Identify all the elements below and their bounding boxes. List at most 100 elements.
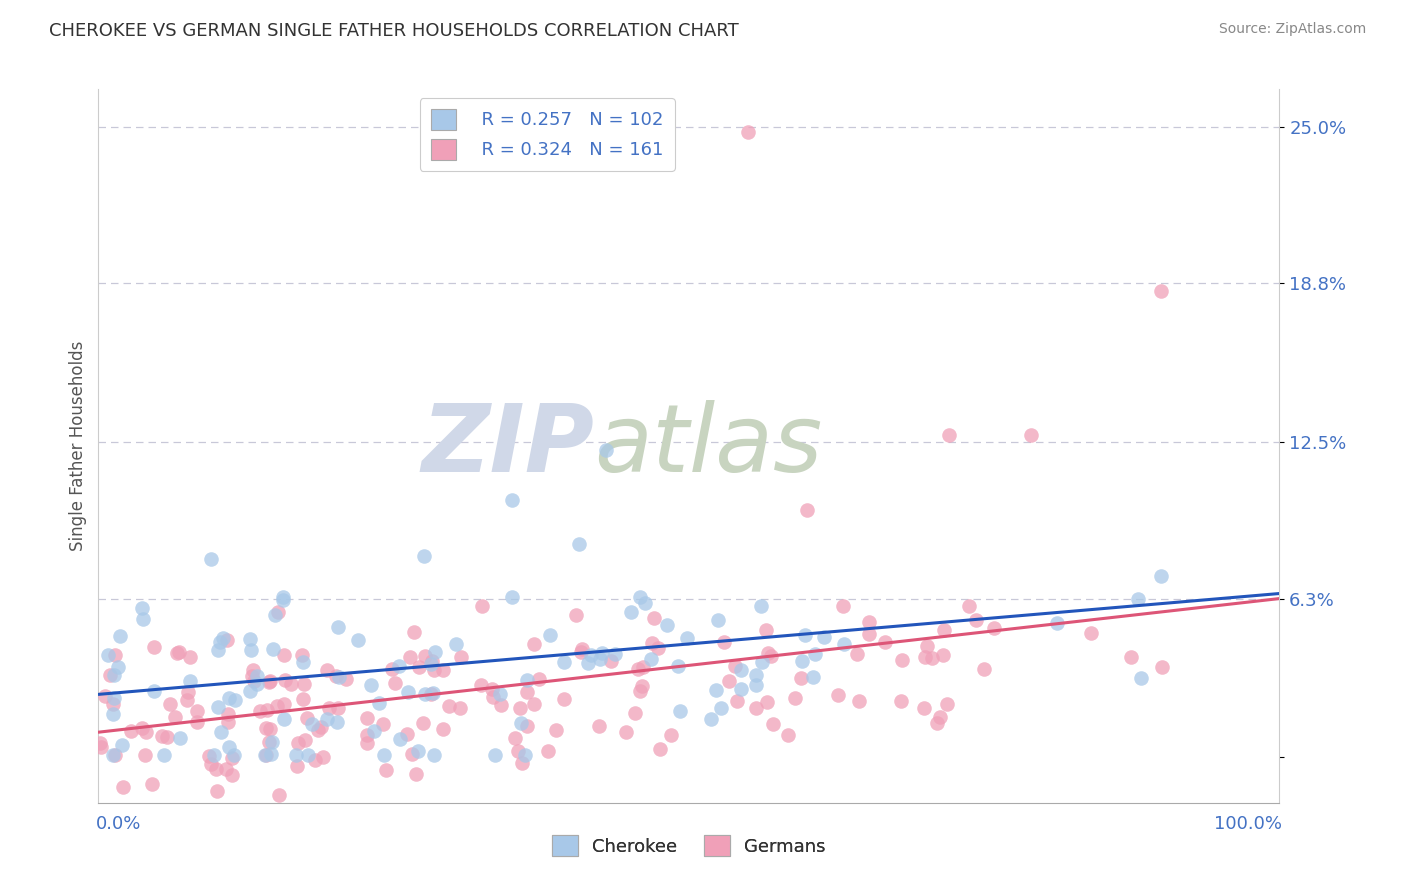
Point	[707, 614, 730, 628]
Point	[408, 660, 430, 674]
Point	[827, 688, 849, 702]
Point	[101, 747, 124, 762]
Point	[215, 633, 238, 648]
Point	[356, 711, 378, 725]
Point	[186, 715, 208, 730]
Point	[1152, 660, 1174, 674]
Point	[422, 686, 444, 700]
Point	[243, 674, 266, 689]
Point	[755, 623, 778, 637]
Point	[97, 648, 120, 663]
Point	[576, 656, 599, 670]
Point	[131, 600, 153, 615]
Point	[914, 649, 936, 664]
Point	[912, 701, 935, 715]
Point	[700, 712, 723, 726]
Point	[134, 748, 156, 763]
Point	[588, 719, 610, 733]
Point	[762, 717, 785, 731]
Point	[628, 683, 651, 698]
Point	[389, 731, 412, 746]
Point	[257, 735, 280, 749]
Point	[675, 631, 697, 645]
Point	[166, 646, 188, 660]
Point	[177, 685, 200, 699]
Point	[267, 789, 290, 803]
Point	[297, 711, 319, 725]
Point	[90, 739, 112, 754]
Point	[423, 644, 446, 658]
Point	[756, 695, 779, 709]
Point	[103, 697, 125, 711]
Point	[363, 723, 385, 738]
Point	[103, 668, 125, 682]
Point	[793, 628, 815, 642]
Point	[553, 692, 575, 706]
Point	[848, 694, 870, 708]
Point	[209, 724, 232, 739]
Point	[198, 748, 221, 763]
Point	[647, 640, 669, 655]
Text: atlas: atlas	[595, 401, 823, 491]
Point	[291, 655, 314, 669]
Point	[432, 664, 454, 678]
Point	[406, 744, 429, 758]
Point	[568, 537, 591, 551]
Point	[218, 690, 240, 705]
Point	[108, 628, 131, 642]
Point	[544, 723, 567, 738]
Point	[614, 725, 637, 739]
Point	[659, 728, 682, 742]
Point	[111, 738, 134, 752]
Point	[131, 721, 153, 735]
Point	[384, 676, 406, 690]
Point	[423, 747, 446, 762]
Point	[450, 649, 472, 664]
Point	[553, 655, 575, 669]
Point	[388, 658, 411, 673]
Point	[627, 662, 650, 676]
Point	[207, 642, 229, 657]
Text: ZIP: ZIP	[422, 400, 595, 492]
Point	[648, 741, 671, 756]
Point	[420, 654, 443, 668]
Point	[200, 552, 222, 566]
Point	[291, 648, 314, 662]
Point	[484, 747, 506, 762]
Point	[516, 673, 538, 688]
Point	[516, 719, 538, 733]
Point	[756, 646, 779, 660]
Point	[527, 672, 550, 686]
Point	[449, 701, 471, 715]
Point	[374, 763, 396, 777]
Point	[415, 687, 437, 701]
Point	[759, 648, 782, 663]
Point	[749, 599, 772, 614]
Point	[396, 727, 419, 741]
Point	[640, 652, 662, 666]
Point	[624, 706, 647, 721]
Point	[325, 714, 347, 729]
Point	[1080, 626, 1102, 640]
Point	[285, 758, 308, 772]
Point	[845, 647, 868, 661]
Point	[804, 647, 827, 661]
Point	[318, 701, 340, 715]
Point	[938, 427, 960, 442]
Point	[287, 737, 309, 751]
Point	[294, 733, 316, 747]
Point	[513, 747, 536, 762]
Point	[301, 717, 323, 731]
Point	[510, 756, 533, 771]
Point	[153, 747, 176, 762]
Point	[217, 714, 239, 729]
Point	[167, 645, 190, 659]
Point	[932, 648, 955, 663]
Point	[890, 653, 912, 667]
Text: CHEROKEE VS GERMAN SINGLE FATHER HOUSEHOLDS CORRELATION CHART: CHEROKEE VS GERMAN SINGLE FATHER HOUSEHO…	[49, 22, 740, 40]
Point	[730, 663, 752, 677]
Point	[875, 635, 897, 649]
Point	[240, 669, 263, 683]
Point	[207, 784, 229, 798]
Point	[373, 747, 395, 762]
